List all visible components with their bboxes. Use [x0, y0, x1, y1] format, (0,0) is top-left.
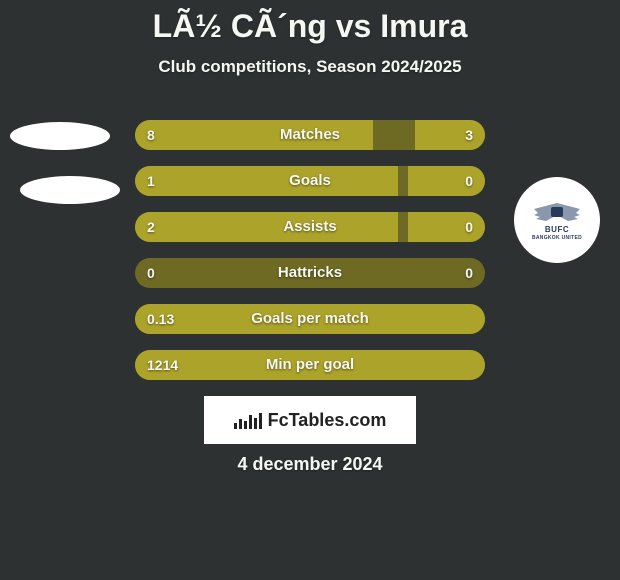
- branding-bars-icon: [234, 411, 262, 429]
- stat-row: Goals1 0: [135, 166, 485, 196]
- page-subtitle: Club competitions, Season 2024/2025: [0, 57, 620, 77]
- stat-row: Assists2 0: [135, 212, 485, 242]
- branding-bar: [239, 419, 242, 429]
- stats-area: Matches83Goals10Assists20Hattricks00Goal…: [0, 120, 620, 396]
- stat-row-label: Min per goal: [135, 350, 485, 380]
- stat-row-value-left: 0.13: [147, 304, 174, 334]
- date-text: 4 december 2024: [0, 454, 620, 475]
- branding-bar: [234, 423, 237, 429]
- comparison-card: LÃ½ CÃ´ng vs Imura Club competitions, Se…: [0, 0, 620, 580]
- stat-row-label: Assists: [135, 212, 485, 242]
- stat-row-value-left: 8: [147, 120, 155, 150]
- stat-row-value-left: 1: [147, 166, 155, 196]
- branding-bar: [259, 413, 262, 429]
- stat-row-value-left: 1214: [147, 350, 178, 380]
- stat-row: Hattricks0 0: [135, 258, 485, 288]
- stat-row-label: Goals per match: [135, 304, 485, 334]
- stat-row-label: Hattricks: [135, 258, 485, 288]
- branding-badge: FcTables.com: [204, 396, 416, 444]
- stat-row-value-left: 0: [147, 258, 155, 288]
- branding-bar: [249, 415, 252, 429]
- page-title: LÃ½ CÃ´ng vs Imura: [0, 0, 620, 45]
- stat-row-label: Goals: [135, 166, 485, 196]
- stat-row-value-right: 3: [465, 120, 473, 150]
- stat-row-value-right: 0: [465, 212, 473, 242]
- stat-row-value-left: 2: [147, 212, 155, 242]
- stat-row: Min per goal1214: [135, 350, 485, 380]
- stat-row-value-right: 0: [465, 166, 473, 196]
- stat-row: Matches8 3: [135, 120, 485, 150]
- branding-text: FcTables.com: [268, 410, 387, 431]
- stat-row-value-right: 0: [465, 258, 473, 288]
- stat-row: Goals per match0.13: [135, 304, 485, 334]
- stat-row-label: Matches: [135, 120, 485, 150]
- branding-bar: [244, 421, 247, 429]
- branding-bar: [254, 418, 257, 429]
